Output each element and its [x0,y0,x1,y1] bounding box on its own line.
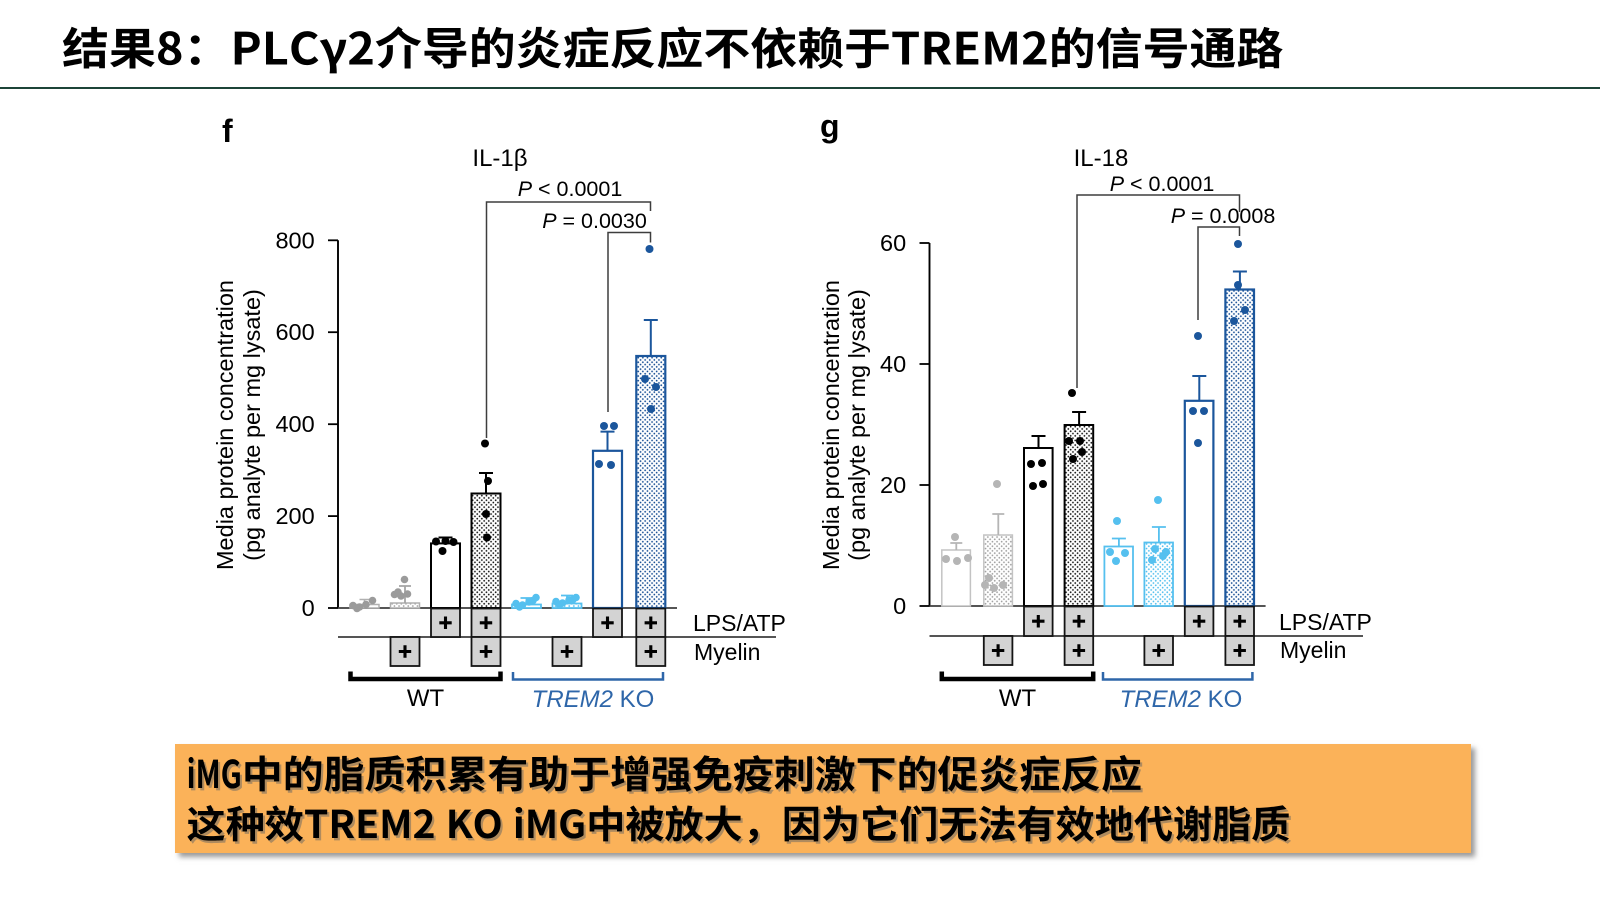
svg-text:Media protein concentration: Media protein concentration [212,280,238,570]
svg-text:400: 400 [275,411,314,437]
svg-text:Myelin: Myelin [1280,637,1346,663]
svg-text:Myelin: Myelin [694,639,760,665]
svg-text:0: 0 [893,593,906,619]
svg-text:200: 200 [275,503,314,529]
svg-text:Media protein concentration: Media protein concentration [818,280,844,570]
svg-text:LPS/ATP: LPS/ATP [1279,609,1372,635]
svg-text:(pg analyte per mg lysate): (pg analyte per mg lysate) [844,289,870,561]
svg-text:0: 0 [302,595,315,621]
svg-text:P = 0.0030: P = 0.0030 [542,209,647,233]
svg-text:LPS/ATP: LPS/ATP [693,610,786,636]
svg-text:IL-18: IL-18 [1074,145,1129,172]
svg-text:TREM2 KO: TREM2 KO [532,686,655,713]
svg-text:600: 600 [275,319,314,345]
svg-text:f: f [222,113,233,149]
svg-text:P < 0.0001: P < 0.0001 [518,177,623,201]
svg-text:IL-1β: IL-1β [472,145,527,172]
svg-text:WT: WT [999,685,1037,712]
svg-text:TREM2 KO: TREM2 KO [1120,686,1243,713]
svg-text:P = 0.0008: P = 0.0008 [1171,204,1276,228]
svg-text:WT: WT [407,685,445,712]
svg-text:800: 800 [275,227,314,253]
svg-text:20: 20 [880,472,906,498]
svg-text:g: g [820,108,840,144]
svg-text:40: 40 [880,351,906,377]
svg-text:P < 0.0001: P < 0.0001 [1110,172,1215,196]
svg-text:(pg analyte per mg lysate): (pg analyte per mg lysate) [239,289,265,561]
svg-text:60: 60 [880,230,906,256]
